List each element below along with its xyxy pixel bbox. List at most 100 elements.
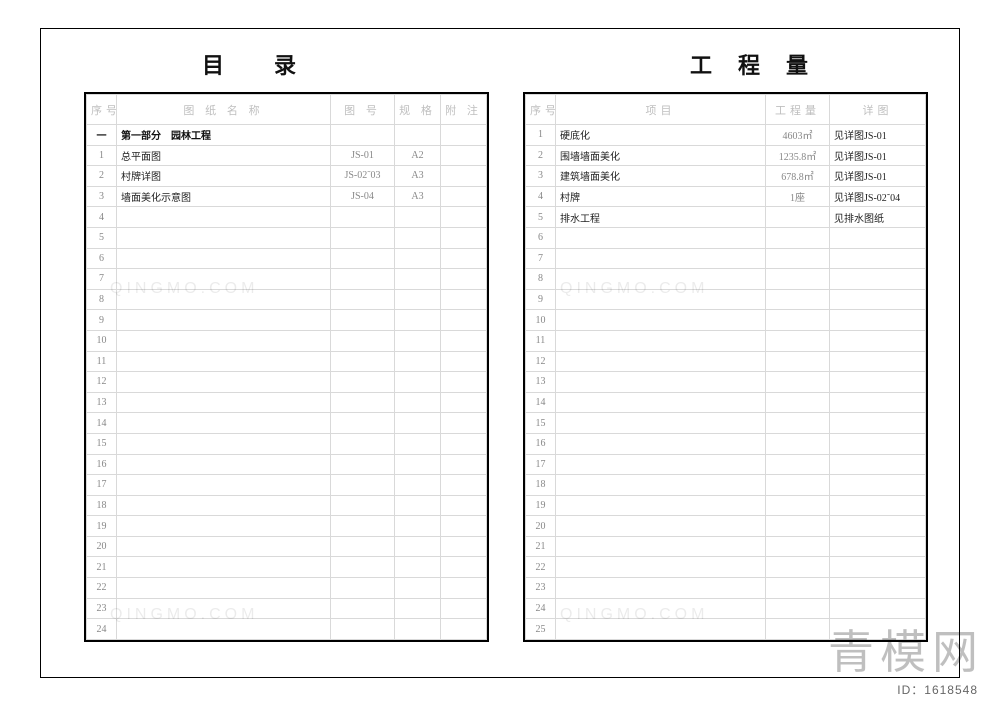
table-cell bbox=[556, 413, 766, 434]
table-cell: 20 bbox=[526, 516, 556, 537]
table-cell bbox=[117, 495, 331, 516]
table-cell: 9 bbox=[526, 289, 556, 310]
table-cell bbox=[556, 351, 766, 372]
table-cell bbox=[331, 392, 395, 413]
table-row: 25 bbox=[526, 619, 926, 640]
table-row: 24 bbox=[87, 619, 487, 640]
table-cell bbox=[441, 516, 487, 537]
table-cell: 24 bbox=[526, 598, 556, 619]
table-cell: 10 bbox=[87, 330, 117, 351]
table-cell: 5 bbox=[526, 207, 556, 228]
table-cell bbox=[830, 372, 926, 393]
table-row: 7 bbox=[87, 269, 487, 290]
table-cell: A3 bbox=[395, 186, 441, 207]
table-cell bbox=[766, 433, 830, 454]
table-row: 13 bbox=[87, 392, 487, 413]
table-cell: 围墙墙面美化 bbox=[556, 145, 766, 166]
table-cell bbox=[441, 351, 487, 372]
table-cell bbox=[331, 536, 395, 557]
tables-wrap: 序号图 纸 名 称图 号规 格附 注 一第一部分 园林工程1总平面图JS-01A… bbox=[84, 92, 928, 642]
table-cell bbox=[331, 227, 395, 248]
table-cell bbox=[766, 392, 830, 413]
table-cell: A2 bbox=[395, 145, 441, 166]
table-cell bbox=[766, 351, 830, 372]
table-cell bbox=[441, 248, 487, 269]
table-cell bbox=[766, 372, 830, 393]
table-quantity: 序号项目工程量详图 1硬底化4603㎡见详图JS-012围墙墙面美化1235.8… bbox=[525, 94, 926, 640]
table-cell bbox=[556, 433, 766, 454]
table-cell: 5 bbox=[87, 227, 117, 248]
table-cell bbox=[331, 578, 395, 599]
table-cell bbox=[556, 227, 766, 248]
table-cell bbox=[556, 289, 766, 310]
document-paper: 目 录 工 程 量 序号图 纸 名 称图 号规 格附 注 一第一部分 园林工程1… bbox=[0, 0, 1000, 706]
table-cell: 17 bbox=[87, 475, 117, 496]
table-catalog-header: 序号图 纸 名 称图 号规 格附 注 bbox=[87, 95, 487, 125]
table-quantity-header: 序号项目工程量详图 bbox=[526, 95, 926, 125]
table-cell bbox=[556, 475, 766, 496]
table-cell bbox=[441, 475, 487, 496]
table-cell: 24 bbox=[87, 619, 117, 640]
table-cell bbox=[441, 454, 487, 475]
table-cell: 1235.8㎡ bbox=[766, 145, 830, 166]
table-cell bbox=[766, 557, 830, 578]
table-cell bbox=[766, 536, 830, 557]
table-cell: 2 bbox=[526, 145, 556, 166]
table-cell bbox=[556, 619, 766, 640]
column-header: 图 纸 名 称 bbox=[117, 95, 331, 125]
table-row: 6 bbox=[87, 248, 487, 269]
table-cell bbox=[331, 619, 395, 640]
table-cell bbox=[117, 454, 331, 475]
table-cell: 墙面美化示意图 bbox=[117, 186, 331, 207]
table-row: 5 bbox=[87, 227, 487, 248]
table-cell: 4 bbox=[526, 186, 556, 207]
title-right: 工 程 量 bbox=[500, 48, 1000, 80]
table-cell bbox=[117, 310, 331, 331]
table-cell bbox=[331, 454, 395, 475]
table-cell bbox=[830, 248, 926, 269]
table-cell bbox=[331, 495, 395, 516]
table-cell: 4603㎡ bbox=[766, 125, 830, 146]
table-row: 16 bbox=[526, 433, 926, 454]
table-cell bbox=[331, 557, 395, 578]
table-cell: 17 bbox=[526, 454, 556, 475]
table-cell bbox=[830, 536, 926, 557]
column-header: 图 号 bbox=[331, 95, 395, 125]
table-cell bbox=[117, 536, 331, 557]
table-cell bbox=[395, 248, 441, 269]
table-cell bbox=[395, 330, 441, 351]
table-catalog: 序号图 纸 名 称图 号规 格附 注 一第一部分 园林工程1总平面图JS-01A… bbox=[86, 94, 487, 640]
title-left: 目 录 bbox=[0, 48, 500, 80]
table-cell bbox=[830, 598, 926, 619]
table-row: 23 bbox=[87, 598, 487, 619]
table-row: 12 bbox=[526, 351, 926, 372]
table-cell bbox=[331, 289, 395, 310]
table-cell: 硬底化 bbox=[556, 125, 766, 146]
table-row: 11 bbox=[87, 351, 487, 372]
table-cell bbox=[766, 207, 830, 228]
column-header: 工程量 bbox=[766, 95, 830, 125]
table-cell bbox=[117, 516, 331, 537]
table-cell: 14 bbox=[87, 413, 117, 434]
table-row: 18 bbox=[87, 495, 487, 516]
table-cell bbox=[395, 227, 441, 248]
table-cell bbox=[556, 578, 766, 599]
table-cell bbox=[766, 598, 830, 619]
table-cell: 1座 bbox=[766, 186, 830, 207]
table-cell: 12 bbox=[526, 351, 556, 372]
table-cell bbox=[331, 207, 395, 228]
table-cell bbox=[556, 516, 766, 537]
table-cell bbox=[117, 598, 331, 619]
table-cell bbox=[830, 310, 926, 331]
table-cell bbox=[556, 372, 766, 393]
table-row: 7 bbox=[526, 248, 926, 269]
table-cell bbox=[441, 166, 487, 187]
table-cell: 8 bbox=[526, 269, 556, 290]
table-row: 3建筑墙面美化678.8㎡见详图JS-01 bbox=[526, 166, 926, 187]
table-cell: 2 bbox=[87, 166, 117, 187]
table-cell: 6 bbox=[87, 248, 117, 269]
table-cell: 13 bbox=[87, 392, 117, 413]
asset-id-label: ID：1618548 bbox=[897, 681, 978, 698]
table-cell bbox=[556, 557, 766, 578]
table-cell bbox=[556, 598, 766, 619]
